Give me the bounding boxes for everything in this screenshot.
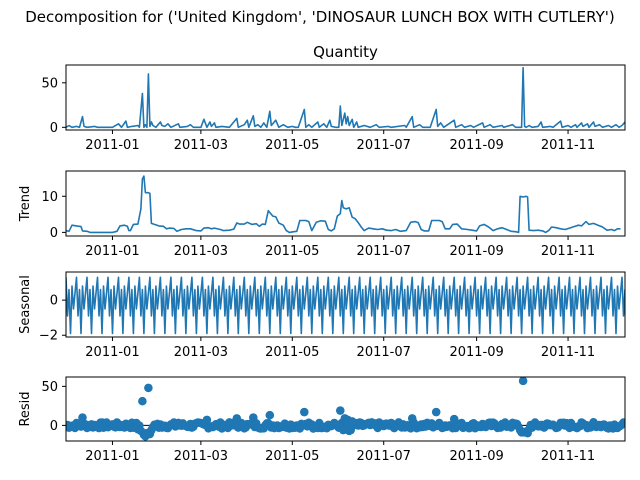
seasonal-axes-frame [65, 271, 626, 338]
trend-xtick-label: 2011-07 [357, 244, 411, 259]
resid-xtick-label: 2011-01 [85, 449, 139, 464]
resid-outlier-point [589, 418, 598, 427]
quantity-title: Quantity [313, 43, 378, 61]
resid-ytick-label: 50 [41, 380, 58, 395]
resid-point [620, 418, 625, 428]
trend-panel: 0 10 2011-01 2011-03 2011-05 2011-07 2011-09 20… [18, 170, 626, 259]
resid-xtick-label: 2011-11 [541, 449, 595, 464]
trend-xtick-label: 2011-11 [541, 244, 595, 259]
quantity-ytick-label: 0 [50, 121, 58, 136]
resid-outlier-point [256, 424, 265, 433]
resid-plot-area [66, 377, 625, 441]
trend-plot-area [66, 175, 621, 234]
resid-outlier-point [265, 411, 274, 420]
resid-xtick-label: 2011-05 [265, 449, 319, 464]
resid-outlier-point [202, 415, 212, 425]
quantity-xtick-label: 2011-09 [449, 138, 503, 153]
seasonal-xtick-label: 2011-01 [85, 345, 139, 360]
resid-panel: 0 50 2011-01 2011-03 2011-05 2011-07 2011-09 20… [18, 376, 626, 464]
seasonal-ytick-label: 0 [50, 294, 58, 309]
resid-ylabel: Resid [18, 391, 33, 426]
seasonal-xtick-label: 2011-11 [541, 345, 595, 360]
quantity-panel: 0 50 2011-01 2011-03 2011-05 2011-07 2011-09 20… [41, 43, 626, 153]
quantity-xtick-label: 2011-03 [174, 138, 228, 153]
trend-xtick-label: 2011-03 [174, 244, 228, 259]
quantity-xtick-label: 2011-07 [357, 138, 411, 153]
trend-xtick-label: 2011-05 [265, 244, 319, 259]
resid-outlier-point [432, 407, 441, 417]
resid-axes-frame [65, 376, 626, 442]
resid-outlier-point [232, 414, 241, 423]
resid-xtick-label: 2011-07 [357, 449, 411, 464]
resid-outlier-point [154, 423, 164, 432]
quantity-axes-frame [65, 64, 626, 131]
resid-xtick-label: 2011-09 [449, 449, 503, 464]
resid-outlier-point [309, 424, 318, 433]
resid-outlier-point [346, 425, 355, 435]
trend-ytick-label: 0 [50, 226, 58, 241]
trend-xtick-label: 2011-09 [449, 244, 503, 259]
quantity-xtick-label: 2011-05 [265, 138, 319, 153]
figure-suptitle: Decomposition for ('United Kingdom', 'DI… [25, 8, 615, 26]
quantity-ytick-label: 50 [41, 76, 58, 91]
resid-outlier-point [144, 383, 153, 393]
quantity-plot-area [66, 66, 625, 129]
seasonal-xtick-label: 2011-07 [357, 345, 411, 360]
trend-ylabel: Trend [18, 186, 33, 223]
trend-ytick-label: 10 [41, 190, 58, 205]
seasonal-series-line [66, 276, 625, 335]
resid-outlier-point [524, 425, 534, 434]
resid-outlier-point [518, 377, 528, 386]
seasonal-panel: −2 0 2011-01 2011-03 2011-05 2011-07 2011-09 20… [18, 271, 626, 360]
resid-outlier-point [408, 414, 417, 423]
resid-outlier-point [336, 406, 345, 415]
quantity-xtick-label: 2011-11 [541, 138, 595, 153]
resid-xtick-label: 2011-03 [174, 449, 228, 464]
seasonal-ylabel: Seasonal [18, 275, 33, 334]
resid-outlier-point [78, 413, 87, 422]
resid-outlier-point [147, 425, 156, 435]
resid-ytick-label: 0 [50, 419, 58, 434]
resid-outlier-point [300, 407, 309, 417]
seasonal-plot-area [66, 276, 625, 335]
seasonal-xtick-label: 2011-09 [449, 345, 503, 360]
seasonal-xtick-label: 2011-03 [174, 345, 228, 360]
trend-axes-frame [65, 170, 626, 237]
seasonal-ytick-label: −2 [39, 329, 58, 344]
seasonal-xtick-label: 2011-05 [265, 345, 319, 360]
resid-outlier-point [348, 417, 357, 426]
quantity-series-line [66, 66, 625, 129]
resid-outlier-point [450, 414, 459, 424]
subplot-panels: 0 50 2011-01 2011-03 2011-05 2011-07 2011-09 20… [18, 43, 626, 464]
resid-outlier-point [174, 418, 183, 428]
trend-series-line [66, 175, 621, 234]
quantity-xtick-label: 2011-01 [85, 138, 139, 153]
resid-outlier-point [138, 397, 147, 406]
trend-xtick-label: 2011-01 [85, 244, 139, 259]
resid-outlier-point [249, 413, 258, 422]
